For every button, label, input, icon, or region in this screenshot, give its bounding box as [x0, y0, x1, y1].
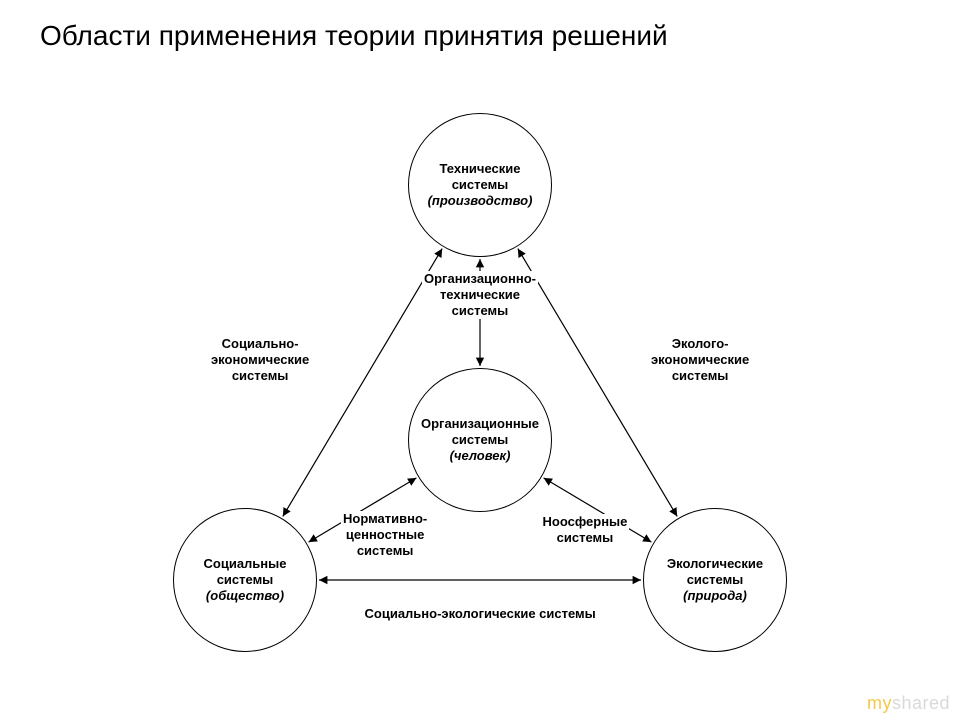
node-line2: системы: [667, 572, 763, 588]
diagram-canvas: Организационно- технические системы Социа…: [0, 0, 960, 720]
edge-label-tech-org: Организационно- технические системы: [422, 271, 538, 320]
node-line1: Технические: [439, 161, 520, 176]
node-line2: системы: [204, 572, 287, 588]
node-label-eco: Экологическиесистемы(природа): [663, 552, 767, 609]
node-social: Социальныесистемы(общество): [173, 508, 317, 652]
edge-label-tech-eco: Эколого- экономические системы: [649, 336, 751, 385]
node-line1: Организационные: [421, 416, 539, 431]
watermark: myshared: [867, 693, 950, 714]
node-tech: Техническиесистемы(производство): [408, 113, 552, 257]
watermark-suffix: shared: [892, 693, 950, 713]
node-label-social: Социальныесистемы(общество): [200, 552, 291, 609]
node-sub: (общество): [204, 588, 287, 604]
node-sub: (человек): [421, 448, 539, 464]
node-label-tech: Техническиесистемы(производство): [424, 157, 537, 214]
edge-label-org-social: Нормативно- ценностные системы: [341, 511, 429, 560]
edge-label-tech-social: Социально- экономические системы: [209, 336, 311, 385]
node-sub: (производство): [428, 193, 533, 209]
watermark-prefix: my: [867, 693, 892, 713]
edge-label-social-eco: Социально-экологические системы: [363, 606, 598, 622]
node-eco: Экологическиесистемы(природа): [643, 508, 787, 652]
node-line1: Социальные: [204, 556, 287, 571]
node-line1: Экологические: [667, 556, 763, 571]
node-line2: системы: [421, 432, 539, 448]
edge-label-org-eco: Ноосферные системы: [541, 514, 630, 547]
node-sub: (природа): [667, 588, 763, 604]
node-label-org: Организационныесистемы(человек): [417, 412, 543, 469]
node-line2: системы: [428, 177, 533, 193]
node-org: Организационныесистемы(человек): [408, 368, 552, 512]
